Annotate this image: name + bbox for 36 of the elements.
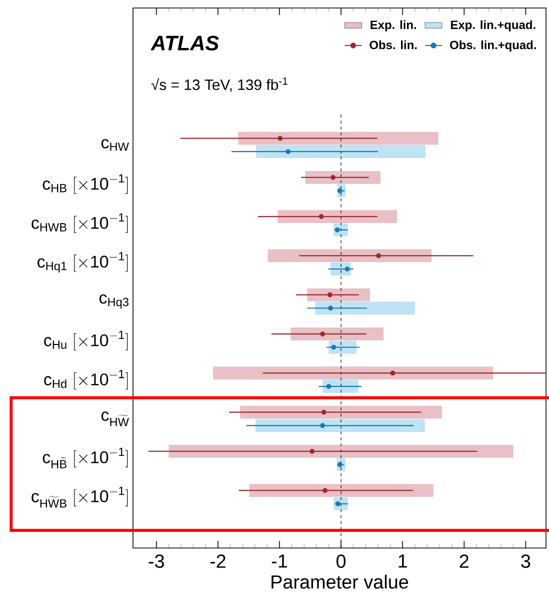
y-tick-label: $\mathrm{c}_{\mathrm{Hq1}}\ \mathrm{[}{\times}\mathrm{10}^{\mathrm{-1}}\mathrm{]}$ — [38, 252, 128, 273]
x-tick-label: -2 — [210, 554, 226, 568]
text: ATLAS — [150, 36, 219, 50]
y-tick-label: $\mathrm{c}_{\mathrm{Hd}}\ \mathrm{[}{\times}\mathrm{10}^{\mathrm{-1}}\mathrm{]}$ — [44, 370, 128, 390]
bar — [305, 170, 380, 184]
y-tick-label: $\mathrm{c}_{\mathrm{HW}}$ — [101, 139, 129, 151]
legend-label: Exp. lin. — [370, 20, 416, 32]
x-tick-label: 1 — [398, 554, 407, 568]
bar — [315, 302, 415, 315]
legend-label: Obs. lin. — [370, 40, 417, 50]
legend-label: Obs. lin.+quad. — [450, 40, 536, 52]
bar — [238, 132, 438, 145]
bar — [256, 145, 426, 158]
bar — [268, 249, 432, 262]
x-tick-label: 2 — [460, 554, 468, 568]
text: √s = 13 TeV, 139 fb$^{-1}$ — [151, 78, 288, 92]
x-tick-label: -3 — [148, 554, 164, 568]
y-tick-label: $\mathrm{c}_{\mathrm{HWB}}\ \mathrm{[}{\times}\mathrm{10}^{\mathrm{-1}}\mathrm{]}$ — [32, 213, 128, 234]
x-tick-label: 0 — [336, 554, 346, 568]
y-tick-label: $\mathrm{c}_{\mathrm{H\widetilde{W}B}}\ \mathrm{[}{\times}\mathrm{10}^{\mathrm{-1}}\mathrm{]}$ — [32, 486, 128, 508]
y-tick-label: $\mathrm{c}_{\mathrm{H\widetilde{B}}}\ \mathrm{[}{\times}\mathrm{10}^{\mathrm{-1}}\mathrm{]}$ — [42, 448, 128, 468]
x-tick-label: 3 — [521, 554, 530, 568]
bar — [307, 288, 370, 302]
bar — [290, 327, 384, 340]
bar — [249, 484, 434, 497]
bar — [213, 366, 494, 380]
x-axis-title: Parameter value — [272, 574, 408, 589]
y-tick-label: $\mathrm{c}_{\mathrm{HB}}\ \mathrm{[}{\times}\mathrm{10}^{\mathrm{-1}}\mathrm{]}$ — [42, 174, 128, 194]
y-tick-label: $\mathrm{c}_{\mathrm{H\widetilde{W}}}$ — [101, 412, 129, 426]
y-tick-label: $\mathrm{c}_{\mathrm{Hu}}\ \mathrm{[}{\times}\mathrm{10}^{\mathrm{-1}}\mathrm{]}$ — [44, 330, 128, 350]
x-tick-label: -1 — [272, 554, 287, 568]
bar — [255, 419, 425, 432]
legend-label: Exp. lin.+quad. — [451, 20, 536, 32]
y-tick-label: $\mathrm{c}_{\mathrm{Hq3}}$ — [99, 294, 128, 309]
bar — [168, 444, 514, 458]
bar — [278, 210, 398, 224]
